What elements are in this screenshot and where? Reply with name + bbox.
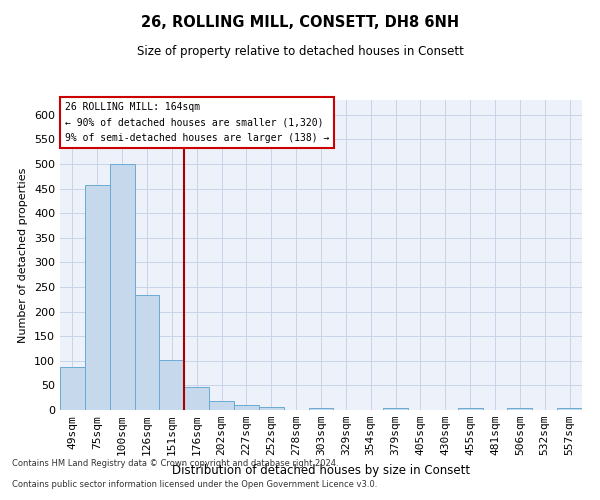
Bar (85, 185, 110, 410)
Bar (184, 387, 209, 410)
Text: 26, ROLLING MILL, CONSETT, DH8 6NH: 26, ROLLING MILL, CONSETT, DH8 6NH (141, 15, 459, 30)
Text: 26 ROLLING MILL: 164sqm
← 90% of detached houses are smaller (1,320)
9% of semi-: 26 ROLLING MILL: 164sqm ← 90% of detache… (65, 102, 329, 143)
Bar (458, 408, 482, 410)
Bar (60, 366, 85, 410)
Bar (160, 360, 184, 410)
Text: Contains public sector information licensed under the Open Government Licence v3: Contains public sector information licen… (12, 480, 377, 489)
Bar (134, 296, 160, 410)
Bar (308, 408, 334, 410)
Y-axis label: Number of detached properties: Number of detached properties (19, 168, 28, 342)
Bar (234, 404, 259, 410)
Text: Size of property relative to detached houses in Consett: Size of property relative to detached ho… (137, 45, 463, 58)
Bar (557, 408, 582, 410)
Bar (209, 401, 234, 410)
Text: Contains HM Land Registry data © Crown copyright and database right 2024.: Contains HM Land Registry data © Crown c… (12, 458, 338, 468)
Bar (259, 406, 284, 410)
Bar (383, 408, 408, 410)
X-axis label: Distribution of detached houses by size in Consett: Distribution of detached houses by size … (172, 464, 470, 476)
Bar (110, 164, 134, 410)
Bar (508, 408, 532, 410)
